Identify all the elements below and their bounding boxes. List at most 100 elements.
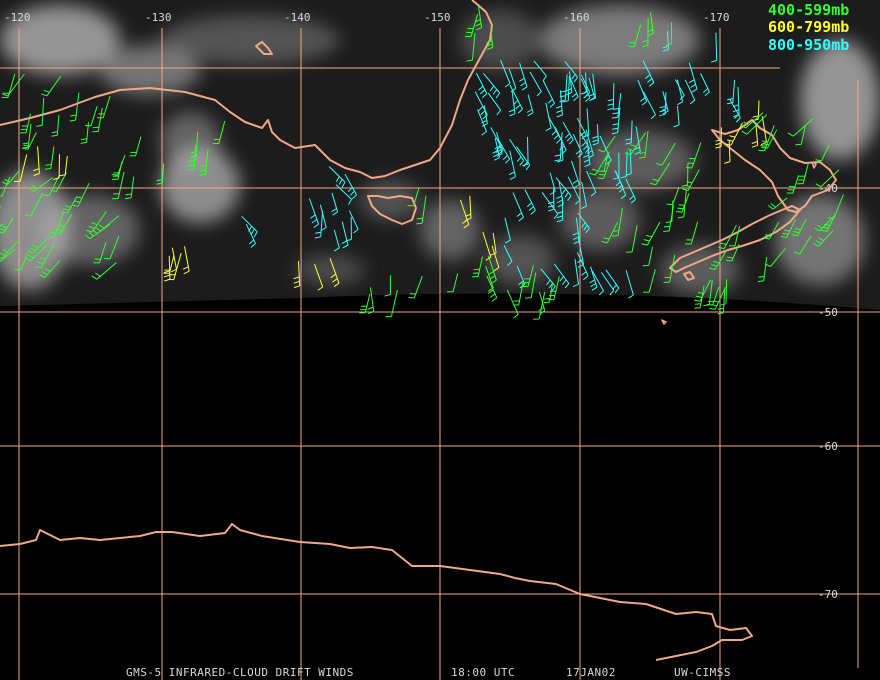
wind-barb-feather [547,201,555,205]
wind-barb-feather [466,59,473,62]
wind-barb-241 [471,32,476,61]
wind-barb-feather [641,44,649,48]
wind-barb-feather [628,195,635,201]
wind-barb-feather [33,168,40,172]
wind-barb-feather [559,95,566,98]
wind-barb-feather [724,143,732,146]
wind-barb-65 [314,264,324,288]
wind-barb-257 [625,270,634,296]
wind-barb-feather [709,307,716,310]
wind-barb-feather [611,116,618,119]
wind-barb-162 [503,244,513,262]
wind-barb-feather [571,93,578,98]
wind-barb-feather [641,243,648,246]
wind-barb-feather [488,289,494,294]
wind-barb-feather [648,82,655,87]
wind-barb-feather [770,203,776,208]
wind-barb-238 [799,235,812,255]
wind-barb-feather [783,229,790,232]
wind-barb-feather [677,207,684,210]
wind-barb-feather [686,181,693,184]
wind-barb-feather [156,182,163,185]
wind-barb-feather [125,197,132,200]
wind-barb-feather [14,268,21,271]
wind-barb-feather [24,257,31,262]
wind-barb-feather [630,199,636,204]
wind-barb-feather [519,160,525,166]
wind-barb-feather [665,220,672,224]
wind-barb-feather [190,151,197,154]
lat-label-70: -70 [818,588,838,601]
wind-barb-feather [518,280,524,286]
lon-label-150: -150 [424,11,451,24]
wind-barb-feather [732,109,740,113]
wind-barb-180 [491,245,500,268]
wind-barb-230 [792,118,814,137]
wind-barb-feather [84,234,91,239]
wind-barb-feather [584,97,591,102]
wind-barb-feather [573,240,580,245]
wind-barb-feather [577,259,583,263]
wind-barb-feather [481,123,488,127]
wind-barb-feather [584,163,591,168]
wind-barb-feather [182,266,189,270]
lon-label-130: -130 [145,11,172,24]
wind-barb-feather [690,83,696,88]
wind-barb-feather [200,165,207,167]
wind-barb-feather [342,244,349,249]
wind-barb-feather [757,280,764,283]
wind-barb-182 [492,232,497,253]
wind-barb-feather [64,205,71,208]
wind-barb-feather [821,229,828,232]
wind-barb-feather [590,283,597,288]
wind-barb-feather [656,163,663,166]
wind-barb-22 [20,252,29,271]
legend-400-599mb: 400-599mb [768,1,849,19]
wind-barb-39 [109,235,120,260]
graticule [0,28,880,680]
wind-barb-feather [727,256,734,259]
wind-barb-feather [652,178,659,182]
wind-barb-feather [556,110,563,113]
wind-barb-98 [527,137,529,165]
wind-barb-feather [557,203,564,208]
wind-barb-feather [59,174,66,177]
wind-barb-feather [694,307,701,309]
image-caption: GMS-5 INFRARED-CLOUD DRIFT WINDS 18:00 U… [126,666,730,679]
wind-barb-feather [51,131,58,134]
wind-barb-feather [591,286,598,291]
wind-barb-feather [111,174,118,176]
wind-barb-feather [92,130,99,133]
wind-barb-feather [752,115,759,118]
wind-barb-feather [567,195,572,201]
wind-barb-feather [583,94,589,99]
wind-barb-feather [51,134,58,137]
wind-barb-feather [526,109,533,113]
wind-barb-220 [728,140,731,162]
wind-barb-feather [585,227,590,234]
wind-barb-feather [409,293,416,295]
wind-barb-feather [564,192,569,198]
wind-barb-feather [565,133,570,139]
wind-barb-feather [488,270,494,276]
wind-barb-feather [581,141,587,147]
wind-barb-63 [319,204,327,228]
wind-barb-feather [475,23,482,27]
wind-barb-feather [612,123,619,126]
wind-barb-feather [505,158,510,164]
wind-barb-feather [32,184,38,190]
wind-barb-feather [677,101,683,106]
wind-barb-82 [477,109,487,132]
wind-barb-feather [493,267,500,272]
wind-barb-feather [494,145,501,150]
wind-barb-feather [22,142,29,145]
wind-barb-feather [509,113,516,117]
wind-barb-feather [199,169,206,172]
wind-barb-feather [72,204,79,207]
wind-barb-feather [554,159,561,162]
wind-barb-4 [7,73,25,97]
wind-barb-211 [708,279,713,305]
wind-barb-feather [92,229,98,234]
wind-barb-feather [732,104,739,108]
wind-barb-feather [627,148,634,152]
